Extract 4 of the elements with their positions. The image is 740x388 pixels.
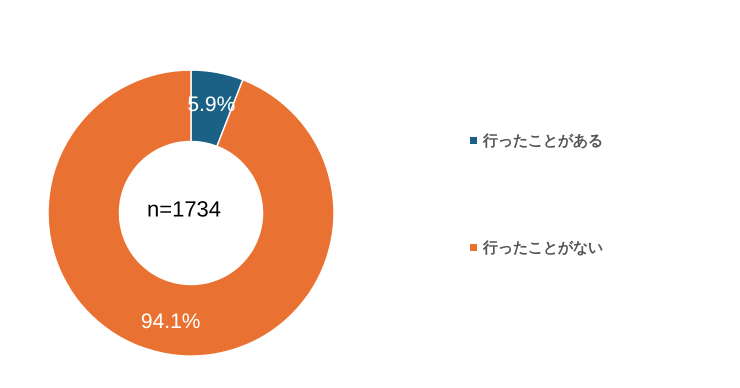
data-label: 94.1%: [140, 310, 200, 333]
legend-label: 行ったことがない: [482, 238, 603, 256]
text: n=1734: [147, 196, 222, 222]
legend-label: 行ったことがある: [482, 132, 603, 150]
